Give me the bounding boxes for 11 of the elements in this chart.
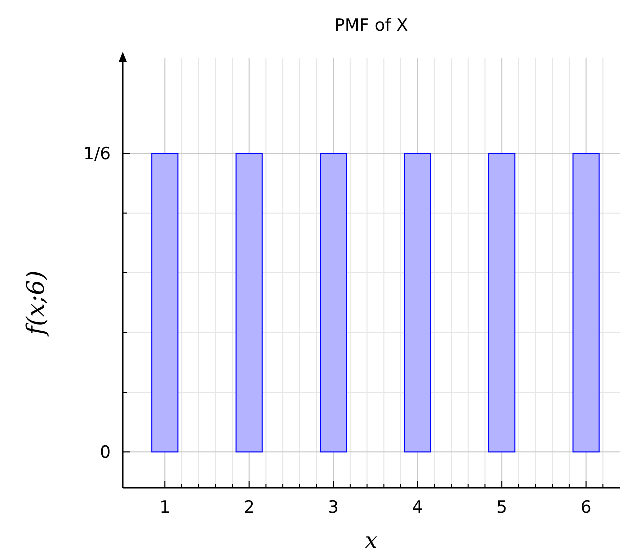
x-tick-label: 6 [580, 498, 592, 518]
y-axis-title: f(x;6) [22, 270, 50, 338]
x-tick-label: 2 [244, 498, 255, 518]
x-tick-label: 4 [412, 498, 424, 518]
x-tick-label: 1 [160, 498, 171, 518]
chart-title: PMF of X [334, 16, 409, 36]
x-tick-label: 3 [328, 498, 340, 518]
x-axis-title: x [365, 529, 378, 554]
y-tick-label: 0 [100, 443, 111, 464]
y-tick-label: 1/6 [84, 144, 111, 164]
x-tick-label: 5 [496, 498, 508, 518]
